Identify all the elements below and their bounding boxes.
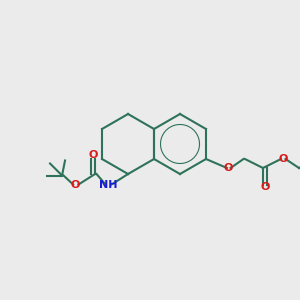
Text: O: O bbox=[88, 150, 98, 161]
Text: NH: NH bbox=[99, 179, 117, 190]
Text: O: O bbox=[279, 154, 288, 164]
Text: O: O bbox=[260, 182, 269, 193]
Text: O: O bbox=[224, 163, 233, 173]
Text: O: O bbox=[71, 179, 80, 190]
